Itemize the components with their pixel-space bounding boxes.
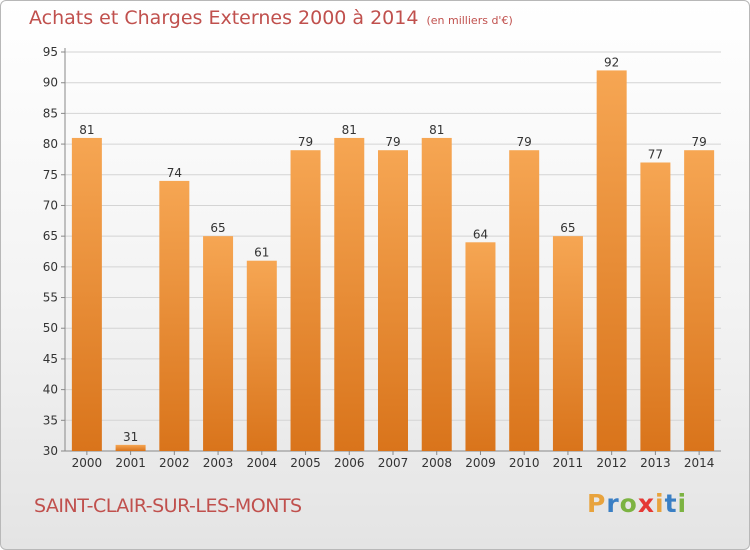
x-tick-label-2008: 2008	[421, 456, 452, 470]
x-tick-label-2001: 2001	[115, 456, 146, 470]
bar-2001	[115, 444, 146, 451]
x-tick-label-2012: 2012	[596, 456, 627, 470]
bar-2002	[159, 180, 190, 451]
x-tick-label-2007: 2007	[378, 456, 409, 470]
data-label-2013: 77	[648, 147, 663, 161]
data-label-2011: 65	[560, 221, 575, 235]
logo-letter: i	[655, 489, 665, 518]
x-tick-label-2006: 2006	[334, 456, 365, 470]
chart-title: Achats et Charges Externes 2000 à 2014	[29, 7, 419, 29]
x-tick-label-2011: 2011	[553, 456, 584, 470]
data-label-2001: 31	[123, 430, 138, 444]
x-tick-label-2009: 2009	[465, 456, 496, 470]
tick-labels: 30 35 40 45 50 55 60 65 70 75 80 85 90 95 2000 2001 2002…	[43, 45, 715, 470]
y-tick-label: 80	[43, 137, 58, 151]
y-tick-label: 45	[43, 352, 58, 366]
logo-letter: x	[637, 489, 655, 518]
bars	[71, 70, 715, 452]
x-tick-label-2003: 2003	[203, 456, 234, 470]
bar-2006	[334, 137, 365, 451]
y-tick-label: 40	[43, 383, 58, 397]
data-label-2004: 61	[254, 246, 269, 260]
y-tick-label: 85	[43, 106, 58, 120]
y-tick-label: 70	[43, 198, 58, 212]
y-tick-label: 90	[43, 76, 58, 90]
chart-unit: (en milliers d'€)	[426, 14, 513, 27]
x-tick-label-2010: 2010	[509, 456, 540, 470]
logo-letter: r	[606, 489, 620, 518]
x-tick-label-2004: 2004	[247, 456, 278, 470]
data-label-2012: 92	[604, 55, 619, 69]
data-label-2014: 79	[691, 135, 706, 149]
bar-2011	[552, 236, 583, 451]
data-label-2002: 74	[167, 166, 182, 180]
data-label-2010: 79	[517, 135, 532, 149]
proxiti-logo: Proxiti	[587, 489, 687, 518]
y-tick-label: 35	[43, 413, 58, 427]
chart-title-row: Achats et Charges Externes 2000 à 2014 (e…	[29, 7, 513, 29]
y-tick-label: 30	[43, 444, 58, 458]
bar-2003	[203, 236, 234, 451]
x-tick-label-2000: 2000	[72, 456, 103, 470]
data-label-2006: 81	[342, 123, 357, 137]
data-label-2000: 81	[79, 123, 94, 137]
y-tick-label: 60	[43, 260, 58, 274]
data-label-2009: 64	[473, 227, 488, 241]
y-tick-label: 95	[43, 45, 58, 59]
bar-2004	[246, 260, 277, 451]
bar-2008	[421, 137, 452, 451]
data-label-2007: 79	[385, 135, 400, 149]
bar-2000	[71, 137, 102, 451]
logo-letter: t	[664, 489, 678, 518]
bar-2010	[509, 150, 540, 451]
data-labels: 81 31 74 65 61 79 81 79 81 64 79 65 92 77 79	[79, 55, 707, 443]
x-tick-label-2013: 2013	[640, 456, 671, 470]
y-tick-label: 50	[43, 321, 58, 335]
logo-letter: i	[677, 489, 688, 518]
y-tick-label: 75	[43, 168, 58, 182]
data-label-2005: 79	[298, 135, 313, 149]
data-label-2003: 65	[210, 221, 225, 235]
logo-letter: o	[619, 489, 638, 518]
bar-2013	[640, 162, 671, 451]
y-tick-label: 55	[43, 291, 58, 305]
bar-2005	[290, 150, 321, 451]
x-tick-label-2014: 2014	[684, 456, 715, 470]
commune-name: SAINT-CLAIR-SUR-LES-MONTS	[34, 495, 302, 517]
bar-2009	[465, 242, 496, 451]
x-tick-label-2005: 2005	[290, 456, 321, 470]
y-tick-label: 65	[43, 229, 58, 243]
bar-2014	[684, 150, 715, 451]
bar-2012	[596, 70, 627, 452]
bar-2007	[378, 150, 408, 451]
data-label-2008: 81	[429, 123, 444, 137]
logo-letter: P	[587, 489, 607, 518]
x-tick-label-2002: 2002	[159, 456, 190, 470]
